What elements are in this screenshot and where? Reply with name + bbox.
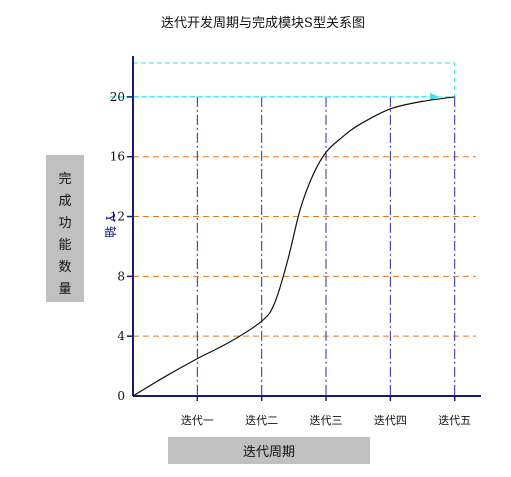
y-ticks: 0 4 8 12 16 20	[110, 90, 133, 403]
series-line-s-curve	[132, 96, 455, 397]
x-ticks: 迭代一 迭代二 迭代三 迭代四 迭代五	[181, 396, 471, 427]
axes	[132, 56, 481, 397]
y-axis-inner-label: Y 轴	[103, 213, 118, 238]
reference-box	[110, 62, 456, 101]
y-label-char-5: 数	[58, 260, 71, 275]
y-tick-label-4: 4	[117, 329, 125, 343]
chart-title: 迭代开发周期与完成模块S型关系图	[161, 15, 365, 31]
y-label-char-6: 量	[58, 282, 71, 297]
guide-lines	[133, 96, 476, 396]
y-tick-label-0: 0	[117, 389, 125, 403]
x-tick-label-3: 迭代三	[310, 414, 343, 427]
x-tick-label-2: 迭代二	[245, 414, 278, 427]
y-label-char-4: 能	[58, 238, 71, 253]
y-tick-label-20: 20	[110, 90, 125, 104]
y-label-box	[46, 155, 84, 302]
reference-arrowhead	[430, 92, 439, 101]
reference-rect	[132, 62, 456, 98]
y-tick-label-12: 12	[110, 210, 125, 224]
y-tick-label-16: 16	[110, 150, 125, 164]
x-label-box	[168, 437, 370, 464]
curve-layer	[132, 96, 455, 397]
x-axis-title: 迭代周期	[243, 445, 295, 460]
y-label-char-2: 成	[58, 194, 71, 209]
x-tick-label-4: 迭代四	[374, 414, 407, 427]
y-tick-label-8: 8	[117, 269, 125, 283]
x-tick-label-1: 迭代一	[181, 414, 214, 427]
y-label-char-3: 功	[58, 216, 71, 231]
y-label-char-1: 完	[58, 172, 71, 187]
x-tick-label-5: 迭代五	[438, 414, 471, 427]
